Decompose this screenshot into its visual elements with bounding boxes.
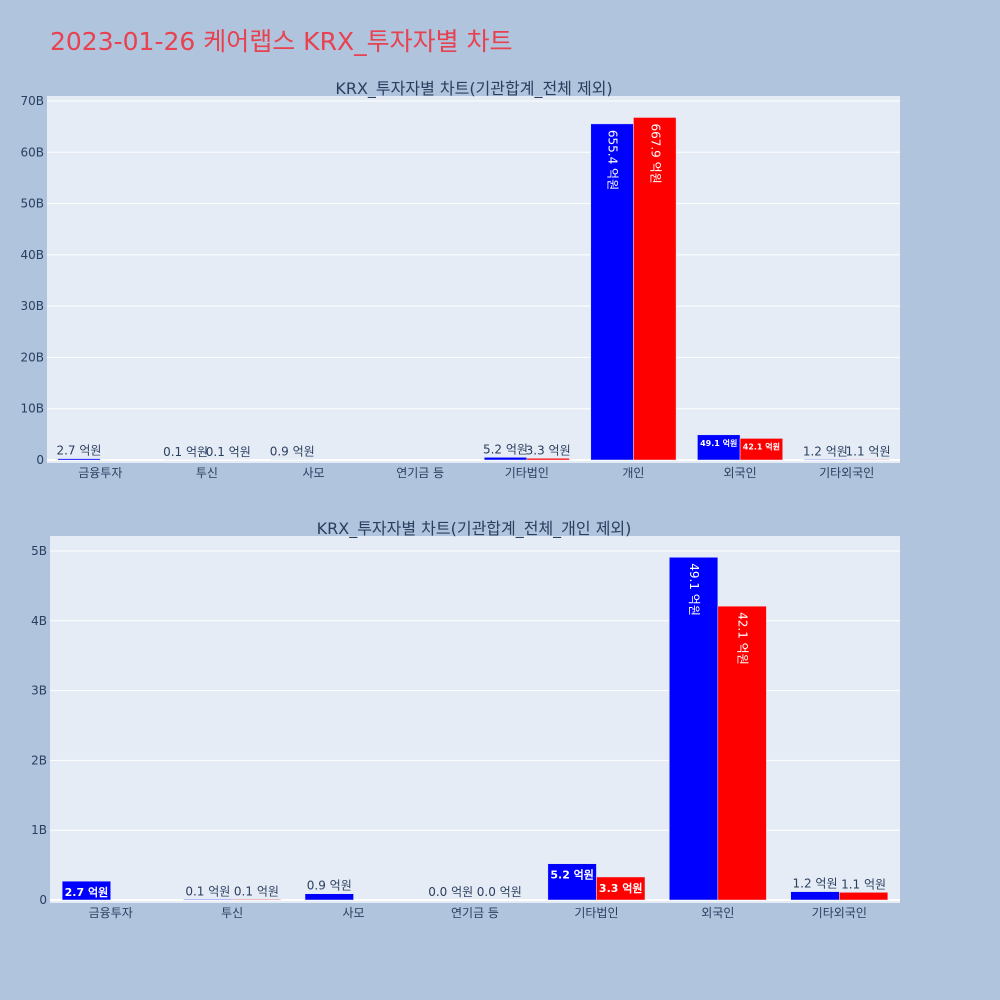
chart-title: KRX_투자자별 차트(기관합계_전체 제외) — [335, 79, 612, 99]
x-tick-label: 기타외국인 — [819, 466, 874, 480]
x-tick-label: 개인 — [622, 466, 644, 480]
data-label: 5.2 억원 — [483, 442, 528, 456]
data-label: 0.9 억원 — [307, 879, 352, 893]
bar — [61, 880, 111, 901]
y-tick-label: 60B — [20, 145, 44, 159]
y-tick-label: 2B — [31, 753, 47, 767]
data-label: 0.1 억원 — [163, 445, 208, 459]
bar — [697, 434, 741, 461]
bar — [739, 438, 783, 461]
bar — [633, 117, 677, 461]
bar — [547, 863, 597, 901]
bar — [839, 892, 889, 901]
data-label: 2.7 억원 — [56, 444, 101, 458]
y-tick-label: 4B — [31, 614, 47, 628]
y-tick-label: 0 — [36, 453, 44, 467]
x-tick-label: 기타법인 — [574, 906, 618, 920]
data-label: 0.9 억원 — [270, 445, 315, 459]
plot-area — [50, 536, 900, 903]
y-tick-label: 20B — [20, 350, 44, 364]
data-label: 0.1 억원 — [185, 884, 230, 898]
bar — [846, 459, 890, 461]
y-tick-label: 5B — [31, 544, 47, 558]
x-tick-label: 외국인 — [701, 906, 734, 920]
x-tick-label: 투신 — [196, 466, 218, 480]
y-tick-label: 50B — [20, 197, 44, 211]
bar — [231, 899, 281, 901]
data-label: 1.1 억원 — [841, 877, 886, 891]
data-label: 2.7 억원 — [65, 885, 109, 899]
y-tick-label: 1B — [31, 823, 47, 837]
chart-title: KRX_투자자별 차트(기관합계_전체_개인 제외) — [317, 519, 632, 539]
data-label: 1.2 억원 — [793, 877, 838, 891]
x-tick-label: 기타법인 — [505, 466, 549, 480]
x-tick-label: 연기금 등 — [451, 906, 499, 920]
data-label: 3.3 억원 — [599, 881, 643, 895]
bar — [57, 458, 101, 461]
x-tick-label: 사모 — [303, 466, 325, 480]
chart-investor-top: 0 10B 20B 30B 40B 50B 60B 70B KRX_투자자별 차트(기관합계_전… — [20, 79, 900, 480]
y-tick-label: 30B — [20, 299, 44, 313]
y-tick-label: 40B — [20, 248, 44, 262]
data-label: 42.1 억원 — [743, 441, 780, 451]
y-tick-label: 3B — [31, 684, 47, 698]
x-tick-label: 투신 — [221, 906, 243, 920]
data-label: 42.1 억원 — [736, 612, 750, 665]
bar — [590, 123, 634, 461]
x-tick-label: 외국인 — [724, 466, 757, 480]
data-label: 0.1 억원 — [234, 884, 279, 898]
x-tick-label: 연기금 등 — [396, 466, 444, 480]
y-tick-label: 0 — [39, 893, 47, 907]
bar — [526, 458, 570, 461]
data-label: 1.2 억원 — [803, 444, 848, 458]
x-tick-label: 기타외국인 — [812, 906, 867, 920]
bar — [596, 876, 646, 901]
x-tick-label: 금융투자 — [89, 906, 133, 920]
bar — [669, 557, 719, 901]
data-label: 3.3 억원 — [526, 443, 571, 457]
y-tick-label: 70B — [20, 94, 44, 108]
data-label: 1.1 억원 — [846, 444, 891, 458]
x-tick-label: 사모 — [343, 906, 365, 920]
data-label: 5.2 억원 — [550, 868, 594, 882]
bar — [304, 893, 354, 901]
data-label: 0.0 억원 — [477, 885, 522, 899]
y-tick-label: 10B — [20, 402, 44, 416]
data-label: 667.9 억원 — [648, 123, 662, 183]
data-label: 0.1 억원 — [206, 445, 251, 459]
bar — [717, 605, 767, 901]
data-label: 0.0 억원 — [428, 885, 473, 899]
data-label: 655.4 억원 — [606, 130, 620, 190]
page-title: 2023-01-26 케어랩스 KRX_투자자별 차트 — [50, 27, 513, 56]
bar — [790, 891, 840, 901]
x-tick-label: 금융투자 — [78, 466, 122, 480]
data-label: 49.1 억원 — [700, 438, 737, 448]
data-label: 49.1 억원 — [687, 563, 701, 616]
plot-area — [47, 96, 900, 463]
bar — [183, 899, 233, 901]
